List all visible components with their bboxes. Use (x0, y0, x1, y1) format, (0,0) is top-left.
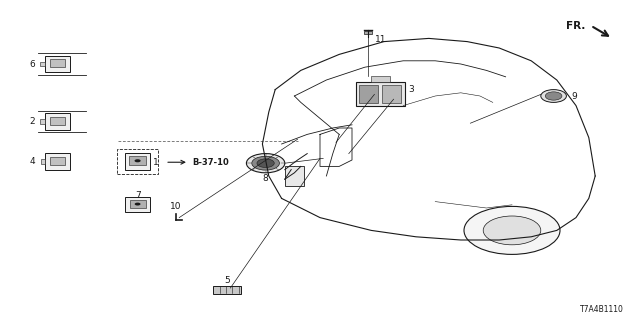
Text: 5: 5 (225, 276, 230, 285)
Bar (130, 200, 145, 208)
Bar (125, 197, 150, 212)
Bar (50, 116, 65, 125)
Circle shape (483, 216, 541, 245)
Bar (40, 61, 45, 67)
Text: T7A4B1110: T7A4B1110 (580, 305, 624, 314)
Bar (213, 286, 241, 294)
Bar (356, 82, 405, 106)
Bar (359, 85, 378, 103)
Bar (40, 119, 45, 124)
Bar (125, 153, 150, 170)
Bar (45, 113, 70, 130)
Text: B-37-10: B-37-10 (192, 158, 228, 167)
Text: 11: 11 (375, 35, 387, 44)
Text: 6: 6 (29, 60, 35, 68)
Bar (382, 85, 401, 103)
Bar (41, 159, 45, 164)
Bar (371, 76, 390, 82)
Bar (50, 59, 65, 67)
Circle shape (246, 154, 285, 173)
Bar (51, 156, 65, 165)
Circle shape (134, 159, 141, 162)
Circle shape (541, 90, 566, 102)
Bar (45, 153, 70, 170)
Text: 1: 1 (153, 158, 158, 167)
Text: 7: 7 (135, 191, 140, 200)
Circle shape (545, 92, 562, 100)
Text: 3: 3 (409, 85, 414, 94)
Text: 8: 8 (263, 174, 268, 183)
Text: 10: 10 (170, 202, 182, 211)
Circle shape (257, 159, 274, 168)
Bar (117, 149, 158, 174)
Bar (45, 56, 70, 72)
Circle shape (134, 203, 141, 205)
Text: FR.: FR. (566, 21, 586, 31)
Text: 4: 4 (29, 157, 35, 166)
Circle shape (464, 206, 560, 254)
Text: 9: 9 (572, 92, 577, 100)
Bar (364, 31, 372, 34)
Circle shape (252, 156, 280, 170)
Text: 2: 2 (29, 117, 35, 126)
Bar (129, 156, 146, 165)
Bar (285, 166, 304, 186)
